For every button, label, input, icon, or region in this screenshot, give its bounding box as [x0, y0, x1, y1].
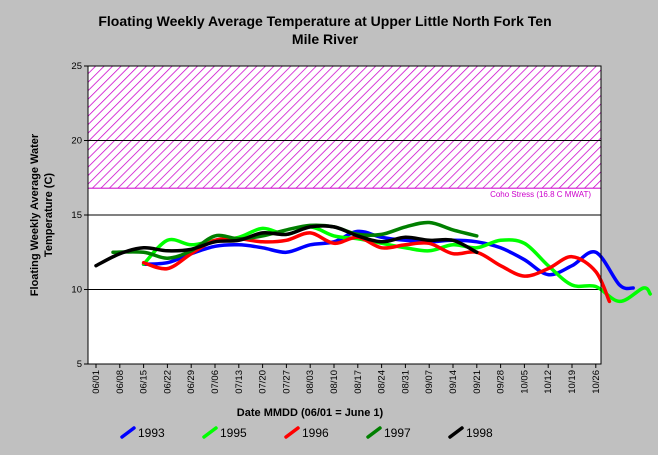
legend-item-1995: 1995: [202, 426, 247, 440]
x-tick-label: 10/12: [543, 370, 554, 394]
x-tick-label: 07/20: [258, 370, 269, 394]
legend-swatch: [120, 426, 136, 439]
chart-title-line1: Floating Weekly Average Temperature at U…: [98, 13, 551, 29]
y-tick-label: 25: [71, 61, 82, 72]
x-tick-label: 09/21: [472, 370, 483, 394]
series-line-1996: [141, 231, 612, 304]
chart-title-line2: Mile River: [292, 31, 359, 47]
stress-zone-label: Coho Stress (16.8 C MWAT): [490, 190, 591, 199]
series-line-1998: [94, 224, 479, 268]
x-tick-label: 09/14: [448, 370, 459, 394]
legend-item-1997: 1997: [366, 426, 411, 440]
x-tick-label: 08/17: [353, 370, 364, 394]
x-tick-label: 06/01: [91, 370, 102, 394]
legend-label: 1998: [466, 426, 493, 440]
legend-label: 1997: [384, 426, 411, 440]
legend-label: 1995: [220, 426, 247, 440]
legend-item-1993: 1993: [120, 426, 165, 440]
x-tick-label: 06/15: [139, 370, 150, 394]
legend-swatch: [202, 426, 218, 439]
y-tick-label: 5: [77, 359, 82, 370]
svg-text:Floating Weekly Average Water: Floating Weekly Average Water: [29, 133, 41, 296]
y-tick-label: 20: [71, 136, 82, 147]
legend-item-1996: 1996: [284, 426, 329, 440]
legend-item-1998: 1998: [448, 426, 493, 440]
x-tick-label: 08/03: [305, 370, 316, 394]
legend-swatch: [366, 426, 382, 439]
x-tick-label: 09/07: [424, 370, 435, 394]
y-axis-title: Floating Weekly Average Water Temperatur…: [29, 133, 55, 296]
x-tick-label: 10/26: [591, 370, 602, 394]
x-tick-label: 07/06: [210, 370, 221, 394]
legend-label: 1996: [302, 426, 329, 440]
legend-swatch: [448, 426, 464, 439]
y-tick-label: 10: [71, 285, 82, 296]
legend-label: 1993: [138, 426, 165, 440]
x-tick-label: 10/05: [519, 370, 530, 394]
y-tick-label: 15: [71, 210, 82, 221]
x-tick-label: 08/10: [329, 370, 340, 394]
x-tick-label: 06/22: [162, 370, 173, 394]
x-tick-label: 10/19: [567, 370, 578, 394]
x-axis-title: Date MMDD (06/01 = June 1): [237, 407, 384, 419]
x-tick-label: 08/24: [377, 370, 388, 394]
x-tick-label: 07/13: [234, 370, 245, 394]
stress-zone-fill: [87, 65, 602, 189]
x-tick-label: 09/28: [496, 370, 507, 394]
x-tick-label: 07/27: [281, 370, 292, 394]
svg-text:Temperature (C): Temperature (C): [43, 173, 55, 257]
x-tick-label: 06/29: [186, 370, 197, 394]
series-line-1997: [111, 220, 479, 260]
x-tick-label: 06/08: [115, 370, 126, 394]
x-tick-label: 08/31: [400, 370, 411, 394]
legend-swatch: [284, 426, 300, 439]
